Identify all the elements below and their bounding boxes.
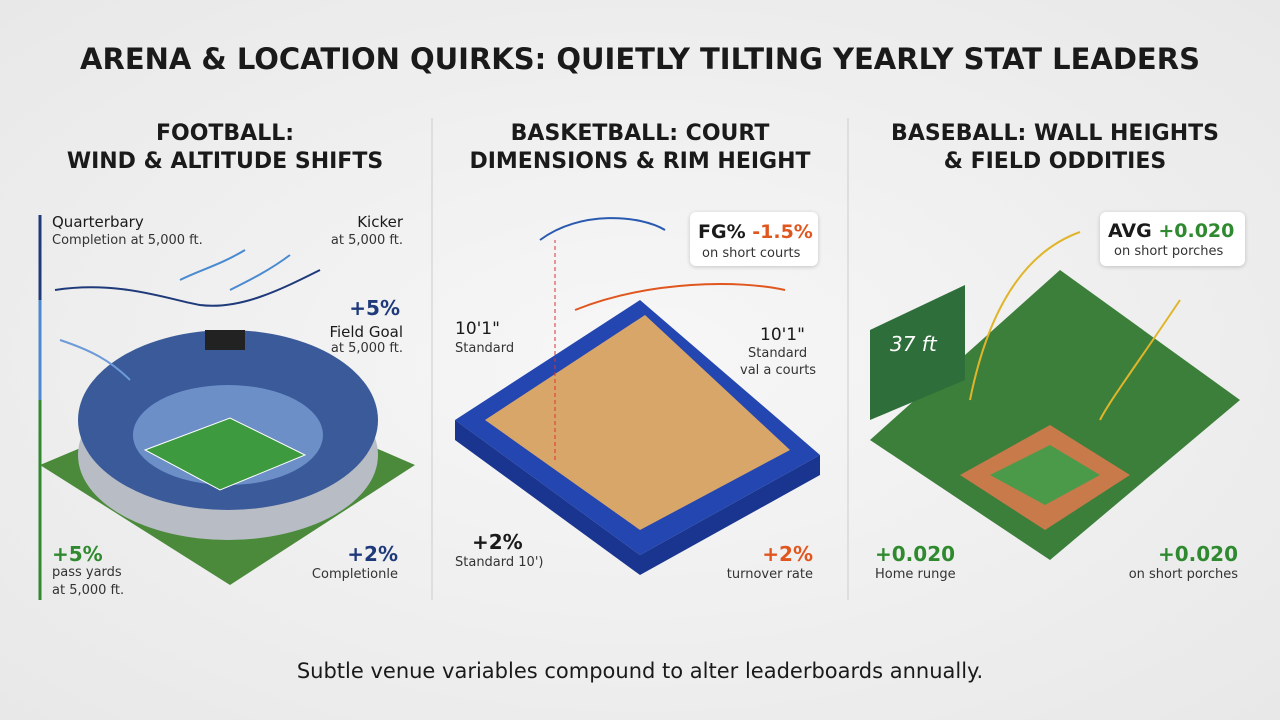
title: ARENA & LOCATION QUIRKS: QUIETLY TILTING…	[80, 42, 1200, 76]
callout-label: Field Goal	[329, 323, 403, 341]
panel-heading: FOOTBALL:	[155, 121, 295, 146]
callout-label: at 5,000 ft.	[52, 583, 125, 598]
callout-stat: 10'1"	[760, 325, 805, 345]
callout-label: Standard	[455, 341, 515, 356]
wind-arrows	[54, 249, 321, 381]
callout-stat: +0.020	[875, 542, 956, 566]
callout-label: Completionle	[311, 567, 398, 582]
callout-stat: +5%	[52, 542, 103, 566]
stadium	[40, 330, 415, 585]
callout-label: on short porches	[1114, 244, 1224, 259]
callout-label: at 5,000 ft.	[330, 341, 403, 356]
callout-label: Standard 10')	[455, 555, 544, 570]
callout-stat: +2%	[347, 542, 398, 566]
callout-stat: +0.020	[1157, 542, 1238, 566]
stat-value: +0.020	[1158, 220, 1235, 242]
wall-label: 37 ft	[890, 332, 937, 356]
callout-box	[1100, 212, 1245, 266]
panel-heading: BASKETBALL: COURT	[510, 121, 770, 146]
callout-label: Kicker	[357, 213, 403, 231]
callout-label: val a courts	[740, 363, 817, 378]
court	[455, 217, 820, 575]
callout-stat: 10'1"	[455, 319, 500, 339]
stat-name: AVG	[1108, 220, 1152, 242]
ballpark	[870, 231, 1240, 560]
panel-heading: DIMENSIONS & RIM HEIGHT	[469, 149, 811, 174]
stat-value: -1.5%	[752, 221, 813, 243]
callout-label: pass yards	[52, 565, 122, 580]
callout-stat: +2%	[472, 530, 523, 554]
callout-box	[690, 212, 818, 266]
panel-heading: BASEBALL: WALL HEIGHTS	[891, 121, 1219, 146]
callout-label: turnover rate	[726, 567, 813, 582]
footer: Subtle venue variables compound to alter…	[296, 659, 984, 683]
panel-heading: WIND & ALTITUDE SHIFTS	[66, 149, 384, 174]
callout-label: at 5,000 ft.	[330, 233, 403, 248]
stat-name: FG%	[698, 221, 746, 243]
callout-stat: AVG +0.020	[1108, 221, 1234, 242]
callout-stat: +5%	[349, 296, 400, 320]
callout-label: Standard	[748, 346, 808, 361]
callout-label: Home runge	[875, 567, 956, 582]
callout-label: on short courts	[702, 246, 801, 261]
callout-label: Completion at 5,000 ft.	[52, 233, 203, 248]
callout-stat: FG% -1.5%	[698, 222, 813, 243]
panel-heading: & FIELD ODDITIES	[943, 149, 1167, 174]
callout-stat: +2%	[762, 542, 813, 566]
callout-label: Quarterbary	[52, 213, 144, 231]
callout-label: on short porches	[1128, 567, 1238, 582]
